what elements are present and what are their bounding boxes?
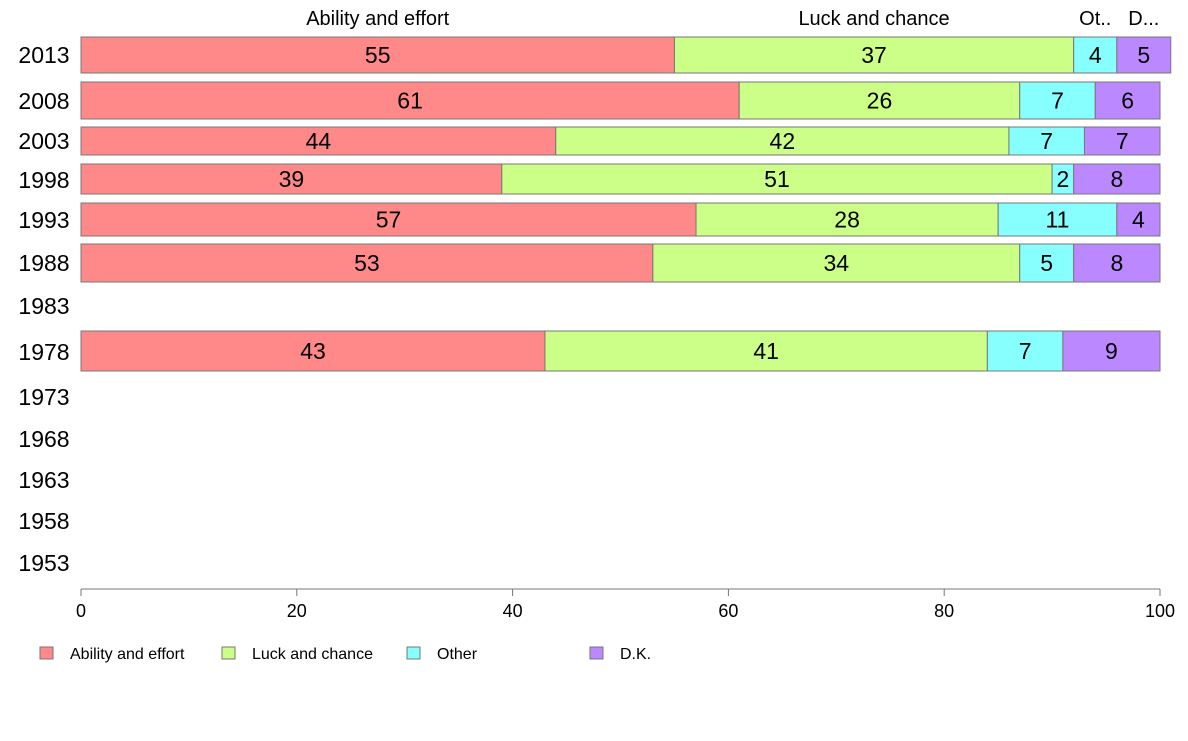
bar-segment: [673, 36, 1075, 74]
bar-segment: [80, 36, 675, 74]
data-label: 4: [1132, 207, 1145, 233]
bar-segment: [1073, 163, 1161, 195]
data-label: 2: [1056, 166, 1069, 192]
data-label: 43: [300, 338, 326, 364]
data-label: 51: [764, 166, 790, 192]
bar-segment: [1116, 36, 1172, 74]
category-label: 1958: [18, 508, 69, 534]
bar-segment: [1116, 202, 1161, 237]
x-tick-label: 80: [934, 601, 954, 621]
category-label: 2013: [18, 42, 69, 68]
data-label: 26: [867, 88, 893, 114]
data-label: 8: [1110, 250, 1123, 276]
data-label: 57: [376, 207, 402, 233]
legend-swatch: [39, 646, 54, 660]
data-label: 9: [1105, 338, 1118, 364]
bar-segment: [555, 126, 1010, 156]
legend-label: D.K.: [620, 646, 651, 663]
bar-segment: [1019, 243, 1075, 283]
data-label: 37: [861, 42, 887, 68]
data-label: 8: [1110, 166, 1123, 192]
bar-segment: [80, 81, 740, 120]
bar-segment: [501, 163, 1053, 195]
data-label: 7: [1019, 338, 1032, 364]
x-tick-label: 60: [718, 601, 738, 621]
data-label: 44: [306, 128, 332, 154]
category-label: 1963: [18, 467, 69, 493]
category-label: 1988: [18, 250, 69, 276]
data-label: 34: [824, 250, 850, 276]
bar-segment: [695, 202, 999, 237]
category-label: 2008: [18, 88, 69, 114]
x-tick-label: 0: [76, 601, 86, 621]
category-label: 1993: [18, 207, 69, 233]
bar-segment: [1062, 330, 1161, 372]
legend-label: Ability and effort: [70, 646, 185, 663]
data-label: 5: [1137, 42, 1150, 68]
data-label: 39: [279, 166, 305, 192]
bar-segment: [738, 81, 1021, 120]
x-tick-label: 40: [503, 601, 523, 621]
bar-segment: [1083, 126, 1161, 156]
top-series-label: D...: [1128, 8, 1159, 30]
bar-segment: [80, 202, 697, 237]
bar-segment: [80, 330, 546, 372]
data-label: 4: [1089, 42, 1102, 68]
bar-segment: [1019, 81, 1096, 120]
category-label: 1983: [18, 293, 69, 319]
x-tick-label: 20: [287, 601, 307, 621]
legend-swatch: [589, 646, 604, 660]
legend-swatch: [406, 646, 421, 660]
legend-label: Luck and chance: [252, 646, 373, 663]
x-tick-label: 100: [1145, 601, 1175, 621]
data-label: 7: [1116, 128, 1129, 154]
data-label: 41: [753, 338, 779, 364]
bar-segment: [80, 243, 654, 283]
data-label: 55: [365, 42, 391, 68]
bar-segment: [652, 243, 1021, 283]
category-label: 2003: [18, 128, 69, 154]
top-series-label: Ability and effort: [306, 8, 449, 30]
category-label: 1973: [18, 384, 69, 410]
category-label: 1968: [18, 426, 69, 452]
data-label: 53: [354, 250, 380, 276]
bar-segment: [544, 330, 988, 372]
data-label: 11: [1046, 207, 1070, 233]
category-label: 1978: [18, 339, 69, 365]
data-label: 42: [770, 128, 796, 154]
category-label: 1998: [18, 167, 69, 193]
data-label: 7: [1040, 128, 1053, 154]
top-series-label: Ot..: [1079, 8, 1111, 30]
top-series-label: Luck and chance: [798, 8, 949, 30]
legend-swatch: [221, 646, 236, 660]
bar-segment: [1094, 81, 1161, 120]
bar-segment: [80, 163, 503, 195]
data-label: 61: [397, 88, 423, 114]
legend-label: Other: [437, 646, 478, 663]
bar-segment: [80, 126, 557, 156]
category-label: 1953: [18, 550, 69, 576]
data-label: 5: [1040, 250, 1053, 276]
bar-segment: [997, 202, 1118, 237]
bar-segment: [1073, 36, 1118, 74]
data-label: 28: [834, 207, 860, 233]
bar-segment: [1073, 243, 1161, 283]
data-label: 7: [1051, 88, 1064, 114]
data-label: 6: [1121, 88, 1134, 114]
bar-segment: [986, 330, 1064, 372]
